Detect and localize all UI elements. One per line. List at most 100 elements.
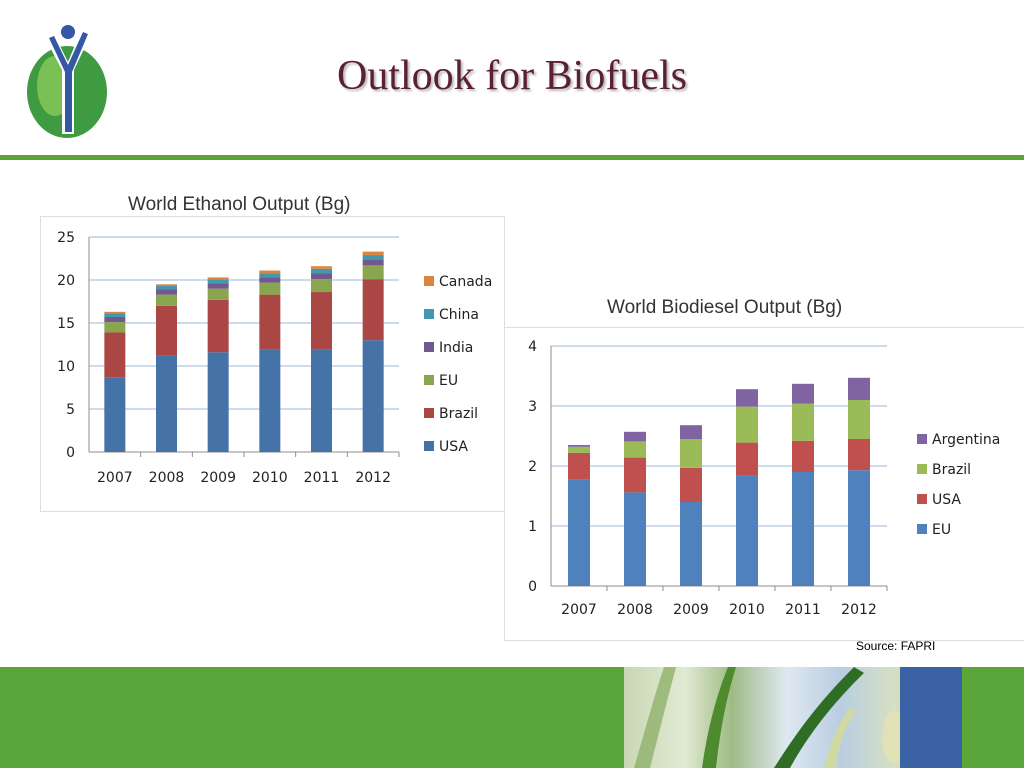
ethanol-bar-brazil-2011 [311, 292, 332, 350]
ethanol-bar-usa-2007 [104, 377, 126, 452]
blue-strip [900, 667, 962, 768]
x-tick-label: 2008 [617, 602, 653, 618]
ethanol-bar-eu-2010 [259, 282, 281, 295]
ethanol-bar-eu-2011 [311, 279, 332, 293]
ethanol-bar-china-2009 [207, 280, 229, 284]
footer-band [0, 667, 1024, 768]
ethanol-bar-india-2009 [207, 283, 229, 289]
ethanol-bar-brazil-2012 [362, 279, 384, 341]
x-tick-label: 2012 [841, 602, 877, 618]
ethanol-bar-china-2012 [362, 255, 384, 260]
y-tick-label: 10 [57, 359, 75, 375]
biodiesel-bar-argentina-2012 [848, 377, 870, 400]
legend-label-eu: EU [932, 522, 951, 538]
ethanol-bar-china-2007 [104, 313, 126, 317]
title-divider [0, 155, 1024, 160]
y-tick-label: 0 [66, 445, 75, 461]
x-tick-label: 2008 [149, 470, 185, 486]
y-tick-label: 15 [57, 316, 75, 332]
ethanol-bar-canada-2012 [362, 251, 384, 256]
x-tick-label: 2007 [561, 602, 597, 618]
ethanol-bar-china-2008 [156, 286, 177, 290]
ethanol-bar-usa-2009 [207, 352, 229, 452]
biodiesel-bar-brazil-2008 [624, 441, 646, 458]
ethanol-bar-india-2008 [156, 289, 177, 295]
biodiesel-bar-usa-2011 [792, 440, 814, 472]
biodiesel-bar-usa-2008 [624, 457, 646, 493]
y-tick-label: 4 [528, 339, 537, 355]
biodiesel-bar-brazil-2010 [736, 406, 758, 443]
ethanol-bar-usa-2008 [156, 355, 177, 452]
x-tick-label: 2010 [729, 602, 765, 618]
ethanol-bar-eu-2012 [362, 265, 384, 280]
biodiesel-chart-panel: 0 1 2 3 4 2007 2008 2009 2010 2011 2012 Argentina Br… [504, 327, 1024, 641]
ethanol-bar-brazil-2010 [259, 294, 281, 350]
biodiesel-bar-eu-2012 [848, 470, 870, 586]
legend-swatch-usa [917, 494, 927, 504]
legend-label-eu: EU [439, 373, 458, 389]
biodiesel-bar-brazil-2009 [680, 439, 702, 468]
ethanol-bar-usa-2010 [259, 349, 281, 452]
x-tick-label: 2011 [304, 470, 340, 486]
source-note: Source: FAPRI [856, 639, 936, 653]
biodiesel-bar-brazil-2007 [568, 446, 590, 453]
ethanol-bar-canada-2011 [311, 266, 332, 269]
biodiesel-bar-argentina-2010 [736, 389, 758, 407]
x-tick-label: 2009 [673, 602, 709, 618]
ethanol-bar-brazil-2007 [104, 332, 126, 378]
legend-swatch-canada [424, 276, 434, 286]
legend-label-china: China [439, 307, 479, 323]
legend-swatch-brazil [424, 408, 434, 418]
ethanol-bar-india-2007 [104, 316, 126, 323]
ethanol-bar-canada-2008 [156, 284, 177, 287]
ethanol-bar-india-2012 [362, 259, 384, 266]
biodiesel-bar-eu-2008 [624, 492, 646, 586]
y-tick-label: 2 [528, 459, 537, 475]
biodiesel-bar-eu-2010 [736, 475, 758, 586]
legend-swatch-usa [424, 441, 434, 451]
biodiesel-bar-eu-2011 [792, 472, 814, 586]
legend-label-argentina: Argentina [932, 432, 1000, 448]
legend-label-usa: USA [439, 439, 468, 455]
biodiesel-bar-usa-2007 [568, 452, 590, 480]
ethanol-chart: 0 5 10 15 20 25 2007 2008 2009 2010 2011 2012 Canada… [57, 230, 492, 486]
ethanol-chart-title: World Ethanol Output (Bg) [128, 194, 351, 215]
biodiesel-bar-usa-2012 [848, 439, 870, 471]
legend-label-usa: USA [932, 492, 961, 508]
legend-swatch-brazil [917, 464, 927, 474]
y-tick-label: 20 [57, 273, 75, 289]
x-tick-label: 2009 [200, 470, 236, 486]
legend-label-brazil: Brazil [439, 406, 478, 422]
legend-label-india: India [439, 340, 473, 356]
ethanol-bar-brazil-2008 [156, 305, 177, 356]
ethanol-bar-eu-2009 [207, 288, 229, 300]
x-tick-label: 2007 [97, 470, 133, 486]
legend-label-canada: Canada [439, 274, 492, 290]
slide-title: Outlook for Biofuels [337, 53, 687, 99]
x-tick-label: 2011 [785, 602, 821, 618]
y-tick-label: 25 [57, 230, 75, 246]
legend-label-brazil: Brazil [932, 462, 971, 478]
ethanol-bar-usa-2011 [311, 349, 332, 452]
y-tick-label: 0 [528, 579, 537, 595]
biodiesel-bar-brazil-2011 [792, 403, 814, 441]
ethanol-bar-eu-2008 [156, 294, 177, 306]
biodiesel-bar-argentina-2009 [680, 425, 702, 439]
grass-photo [624, 667, 962, 768]
ethanol-bar-india-2011 [311, 273, 332, 280]
legend-swatch-india [424, 342, 434, 352]
biodiesel-bar-eu-2009 [680, 502, 702, 586]
biodiesel-bar-argentina-2011 [792, 383, 814, 404]
ethanol-bar-canada-2007 [104, 311, 126, 314]
legend-swatch-china [424, 309, 434, 319]
biodiesel-bar-eu-2007 [568, 479, 590, 586]
ethanol-chart-panel: 0 5 10 15 20 25 2007 2008 2009 2010 2011 2012 Canada… [40, 216, 505, 512]
biodiesel-bar-argentina-2007 [568, 445, 590, 447]
biodiesel-bar-brazil-2012 [848, 400, 870, 439]
ethanol-bar-canada-2010 [259, 270, 281, 274]
y-tick-label: 5 [66, 402, 75, 418]
legend-swatch-eu [424, 375, 434, 385]
biodiesel-bar-argentina-2008 [624, 431, 646, 442]
ethanol-bar-brazil-2009 [207, 299, 229, 353]
biodiesel-chart-title: World Biodiesel Output (Bg) [607, 297, 843, 318]
